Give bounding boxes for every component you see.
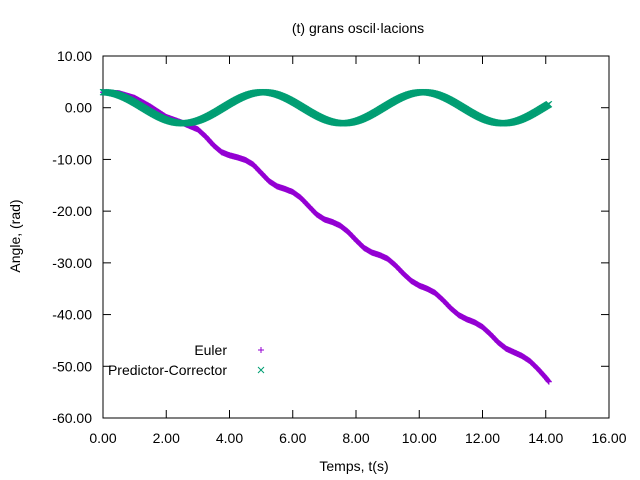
y-axis: -60.00 -50.00 -40.00 -30.00 -20.00 -10.00 0.00… [52,48,609,426]
legend-label: Euler [194,342,227,358]
x-tick-label: 16.00 [591,430,626,446]
euler-point [545,377,552,384]
y-tick-label: -60.00 [52,410,92,426]
y-tick-label: -10.00 [52,151,92,167]
y-tick-label: 10.00 [57,48,92,64]
legend: Euler Predictor-Corrector [108,342,265,378]
y-tick-label: 0.00 [65,100,92,116]
x-tick-label: 12.00 [465,430,500,446]
legend-marker [257,366,265,374]
legend-label: Predictor-Corrector [108,362,227,378]
x-axis-label: Temps, t(s) [319,458,388,474]
predictor-corrector-point [545,100,553,108]
x-tick-label: 2.00 [153,430,180,446]
series-predictor-corrector [99,88,553,127]
y-tick-label: -30.00 [52,255,92,271]
x-tick-label: 14.00 [528,430,563,446]
legend-marker [258,347,264,353]
x-tick-label: 10.00 [402,430,437,446]
x-tick-label: 6.00 [279,430,306,446]
euler-point [545,378,552,385]
series-euler [100,89,552,385]
x-tick-label: 8.00 [342,430,369,446]
y-tick-label: -20.00 [52,203,92,219]
chart-title: (t) grans oscil·lacions [292,20,424,36]
y-axis-label: Angle, (rad) [7,199,23,272]
x-axis: 0.00 2.00 4.00 6.00 8.00 10.00 12.00 14.00 16.00 [89,56,627,446]
y-tick-label: -40.00 [52,307,92,323]
x-tick-label: 4.00 [216,430,243,446]
y-tick-label: -50.00 [52,358,92,374]
plot-area [99,88,553,385]
x-tick-label: 0.00 [89,430,116,446]
